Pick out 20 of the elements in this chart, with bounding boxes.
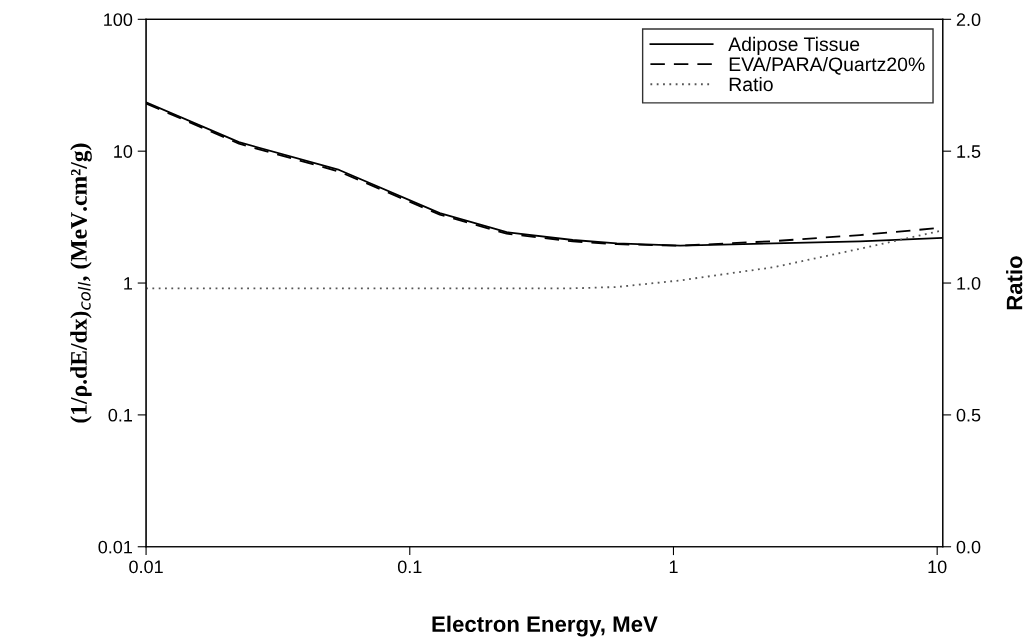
legend-label: EVA/PARA/Quartz20% xyxy=(729,56,925,75)
x-tick-label: 10 xyxy=(928,560,947,574)
legend-label: Adipose Tissue xyxy=(728,36,860,55)
y-tick-label: 100 xyxy=(104,13,133,27)
x-axis-title: Electron Energy, MeV xyxy=(432,615,658,637)
y-tick-label: 1 xyxy=(124,277,132,290)
y-axis-title: (1/ρ.dE/dx)$_{coll}$, (MeV.cm²/g) xyxy=(70,143,92,423)
x-tick-label: 1 xyxy=(669,560,678,574)
y2-tick-label: 2.0 xyxy=(956,13,981,27)
y-tick-label: 10 xyxy=(114,145,133,158)
y2-tick-label: 0.0 xyxy=(956,540,981,554)
y2-tick-label: 1.0 xyxy=(957,276,981,290)
y2-axis-title: Ratio xyxy=(1006,256,1023,310)
y2-tick-label: 1.5 xyxy=(957,145,981,158)
y-tick-label: 0.01 xyxy=(98,540,132,554)
legend-label: Ratio xyxy=(729,76,773,92)
x-tick-label: 0.1 xyxy=(397,560,422,574)
x-tick-label: 0.01 xyxy=(129,560,163,574)
y2-tick-label: 0.5 xyxy=(956,408,981,422)
y-tick-label: 0.1 xyxy=(108,408,132,422)
